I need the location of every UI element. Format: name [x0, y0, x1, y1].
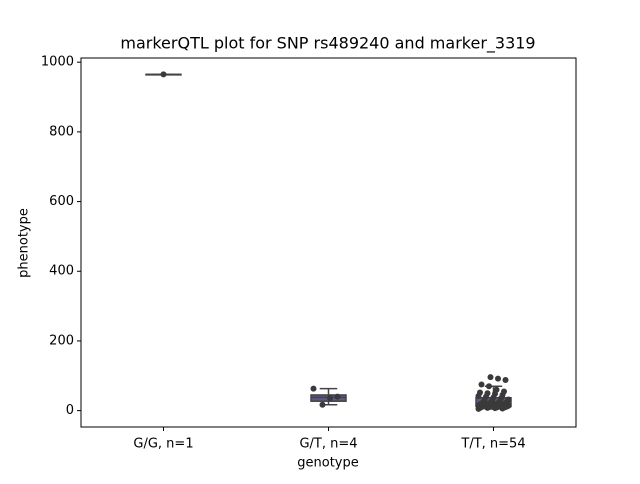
y-tick-label: 200 [49, 333, 74, 348]
data-point [505, 396, 512, 403]
data-point [502, 376, 509, 383]
y-tick-label: 800 [49, 124, 74, 139]
data-point [486, 383, 492, 390]
data-point [477, 389, 483, 396]
x-tick-label: T/T, n=54 [460, 437, 525, 452]
data-point [319, 401, 326, 408]
data-point [501, 388, 507, 395]
data-point [478, 381, 485, 388]
y-axis-label: phenotype [17, 208, 32, 278]
x-tick-label: G/T, n=4 [299, 437, 357, 452]
x-tick-label: G/G, n=1 [133, 437, 193, 452]
chart-title: markerQTL plot for SNP rs489240 and mark… [120, 34, 535, 54]
data-point [495, 375, 501, 382]
data-point [310, 385, 317, 392]
data-point [160, 71, 167, 78]
plot-frame [80, 57, 577, 428]
y-tick-label: 1000 [41, 55, 74, 70]
x-axis-label: genotype [297, 456, 358, 471]
data-point [493, 386, 500, 393]
data-point [484, 390, 491, 397]
data-point [327, 395, 333, 402]
data-point [334, 393, 341, 400]
y-tick-label: 0 [66, 403, 74, 418]
data-point [487, 374, 494, 381]
y-tick-label: 400 [49, 264, 74, 279]
y-tick-label: 600 [49, 194, 74, 209]
